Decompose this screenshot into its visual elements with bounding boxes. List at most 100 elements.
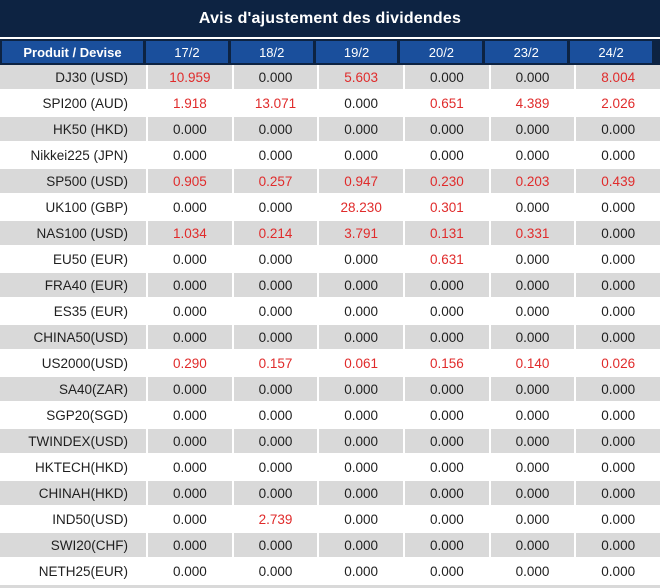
product-cell: HKTECH(HKD) xyxy=(0,455,148,481)
value-cell: 0.000 xyxy=(233,117,320,143)
value-cell: 0.214 xyxy=(233,221,320,247)
value-cell: 0.000 xyxy=(148,533,234,559)
value-cell: 0.000 xyxy=(148,559,234,585)
value-cell: 0.000 xyxy=(148,195,234,221)
value-cell: 0.000 xyxy=(576,481,660,507)
table-header-row: Produit / Devise 17/2 18/2 19/2 20/2 23/2 24/2 xyxy=(0,39,660,65)
value-cell: 0.000 xyxy=(319,403,406,429)
value-cell: 0.000 xyxy=(233,429,320,455)
value-cell: 0.203 xyxy=(490,169,577,195)
value-cell: 0.000 xyxy=(319,481,406,507)
product-cell: UK100 (GBP) xyxy=(0,195,148,221)
value-cell: 0.000 xyxy=(405,455,491,481)
value-cell: 0.000 xyxy=(233,481,320,507)
table-row: NAS100 (USD) 1.034 0.214 3.791 0.131 0.331 0.0… xyxy=(0,221,660,247)
value-cell: 0.140 xyxy=(490,351,577,377)
value-cell: 0.000 xyxy=(576,325,660,351)
table-row: DJ30 (USD) 10.959 0.000 5.603 0.000 0.000 8.00… xyxy=(0,65,660,91)
value-cell: 0.000 xyxy=(576,247,660,273)
value-cell: 0.156 xyxy=(405,351,491,377)
value-cell: 0.000 xyxy=(490,65,577,91)
value-cell: 0.257 xyxy=(233,169,320,195)
value-cell: 0.131 xyxy=(405,221,491,247)
product-cell: Nikkei225 (JPN) xyxy=(0,143,148,169)
value-cell: 0.000 xyxy=(405,481,491,507)
column-header-date: 23/2 xyxy=(485,41,571,63)
value-cell: 4.389 xyxy=(490,91,577,117)
table-row: HK50 (HKD) 0.000 0.000 0.000 0.000 0.000 0.000 xyxy=(0,117,660,143)
value-cell: 0.000 xyxy=(490,325,577,351)
value-cell: 0.000 xyxy=(490,559,577,585)
value-cell: 0.000 xyxy=(405,403,491,429)
value-cell: 0.301 xyxy=(405,195,491,221)
value-cell: 0.905 xyxy=(148,169,234,195)
product-cell: EU50 (EUR) xyxy=(0,247,148,273)
value-cell: 0.000 xyxy=(319,325,406,351)
value-cell: 0.000 xyxy=(576,299,660,325)
value-cell: 0.000 xyxy=(148,455,234,481)
table-row: Nikkei225 (JPN) 0.000 0.000 0.000 0.000 0.000… xyxy=(0,143,660,169)
value-cell: 0.000 xyxy=(148,273,234,299)
value-cell: 0.290 xyxy=(148,351,234,377)
table-row: SGP20(SGD) 0.000 0.000 0.000 0.000 0.000 0.000 xyxy=(0,403,660,429)
value-cell: 0.000 xyxy=(576,117,660,143)
product-cell: SPI200 (AUD) xyxy=(0,91,148,117)
table-row: US2000(USD) 0.290 0.157 0.061 0.156 0.140 0.02… xyxy=(0,351,660,377)
value-cell: 0.026 xyxy=(576,351,660,377)
value-cell: 0.000 xyxy=(490,507,577,533)
product-cell: NAS100 (USD) xyxy=(0,221,148,247)
column-header-date: 19/2 xyxy=(315,41,401,63)
table-row: TWINDEX(USD) 0.000 0.000 0.000 0.000 0.000 0.0… xyxy=(0,429,660,455)
value-cell: 0.000 xyxy=(319,117,406,143)
value-cell: 0.000 xyxy=(148,377,234,403)
value-cell: 0.000 xyxy=(319,91,406,117)
table-row: SWI20(CHF) 0.000 0.000 0.000 0.000 0.000 0.000 xyxy=(0,533,660,559)
value-cell: 0.000 xyxy=(576,195,660,221)
value-cell: 0.000 xyxy=(148,481,234,507)
value-cell: 0.000 xyxy=(233,247,320,273)
value-cell: 0.000 xyxy=(148,429,234,455)
value-cell: 0.000 xyxy=(490,455,577,481)
value-cell: 0.000 xyxy=(319,559,406,585)
value-cell: 0.000 xyxy=(405,377,491,403)
table-row: CHINA50(USD) 0.000 0.000 0.000 0.000 0.000 0.0… xyxy=(0,325,660,351)
value-cell: 0.000 xyxy=(319,533,406,559)
table-row: SP500 (USD) 0.905 0.257 0.947 0.230 0.203 0.43… xyxy=(0,169,660,195)
product-cell: TWINDEX(USD) xyxy=(0,429,148,455)
value-cell: 0.000 xyxy=(148,299,234,325)
value-cell: 0.000 xyxy=(405,65,491,91)
value-cell: 0.000 xyxy=(319,143,406,169)
value-cell: 1.918 xyxy=(148,91,234,117)
value-cell: 0.000 xyxy=(233,325,320,351)
value-cell: 0.000 xyxy=(233,299,320,325)
value-cell: 0.000 xyxy=(405,559,491,585)
value-cell: 0.000 xyxy=(576,429,660,455)
product-cell: IND50(USD) xyxy=(0,507,148,533)
value-cell: 0.000 xyxy=(319,377,406,403)
value-cell: 0.000 xyxy=(490,273,577,299)
value-cell: 0.000 xyxy=(148,143,234,169)
value-cell: 0.000 xyxy=(576,221,660,247)
value-cell: 0.000 xyxy=(405,273,491,299)
value-cell: 0.631 xyxy=(405,247,491,273)
value-cell: 0.000 xyxy=(405,117,491,143)
value-cell: 0.000 xyxy=(576,455,660,481)
value-cell: 0.000 xyxy=(576,377,660,403)
column-header-date: 17/2 xyxy=(146,41,231,63)
page-title: Avis d'ajustement des dividendes xyxy=(0,0,660,37)
value-cell: 0.000 xyxy=(490,481,577,507)
value-cell: 0.000 xyxy=(576,273,660,299)
product-cell: CHINA50(USD) xyxy=(0,325,148,351)
product-cell: NETH25(EUR) xyxy=(0,559,148,585)
value-cell: 0.000 xyxy=(405,533,491,559)
value-cell: 0.331 xyxy=(490,221,577,247)
column-header-product: Produit / Devise xyxy=(2,41,146,63)
product-cell: SP500 (USD) xyxy=(0,169,148,195)
value-cell: 0.000 xyxy=(148,325,234,351)
value-cell: 0.000 xyxy=(233,403,320,429)
value-cell: 8.004 xyxy=(576,65,660,91)
value-cell: 0.000 xyxy=(490,403,577,429)
product-cell: ES35 (EUR) xyxy=(0,299,148,325)
table-row: SA40(ZAR) 0.000 0.000 0.000 0.000 0.000 0.000 xyxy=(0,377,660,403)
value-cell: 0.000 xyxy=(405,299,491,325)
